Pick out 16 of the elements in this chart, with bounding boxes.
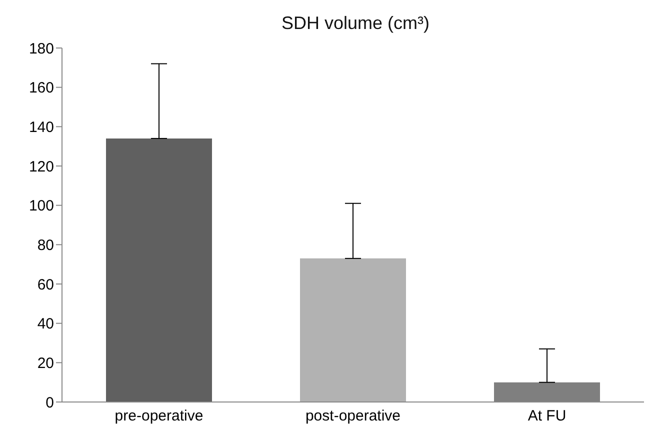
y-tick-label: 40	[37, 316, 54, 333]
y-tick-label: 100	[28, 198, 54, 215]
bar	[106, 138, 212, 402]
bar	[300, 258, 406, 402]
y-tick-label: 80	[37, 236, 54, 254]
y-tick-label: 120	[28, 158, 54, 176]
x-tick-label: pre-operative	[114, 408, 204, 425]
y-tick-label: 140	[28, 118, 54, 136]
y-tick-label: 60	[37, 276, 54, 294]
y-tick-label: 0	[46, 394, 54, 412]
x-tick-label: At FU	[528, 408, 566, 425]
y-tick-label: 180	[28, 40, 54, 58]
y-tick-label: 20	[37, 354, 54, 372]
chart-title: SDH volume (cm³)	[280, 12, 430, 35]
x-tick-label: post-operative	[305, 408, 401, 425]
y-tick-label: 160	[28, 80, 54, 97]
